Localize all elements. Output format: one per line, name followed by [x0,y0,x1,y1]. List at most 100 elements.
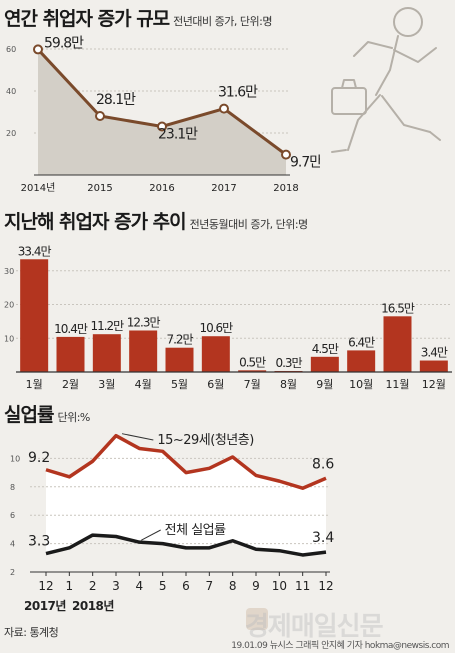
credit-note: 19.01.09 뉴시스 그래픽 안지혜 기자 hokma@newsis.com [231,641,449,651]
x-tick-label: 3월 [98,378,115,391]
x-tick-label: 8 [229,579,237,593]
section2-title: 지난해 취업자 증가 추이 전년동월대비 증가, 단위:명 [4,211,309,233]
y-tick-label: 40 [6,87,16,96]
end-label: 3.4 [312,530,334,546]
data-label: 23.1만 [158,126,198,142]
x-tick-label: 3 [112,579,120,593]
x-tick-label: 9 [252,579,260,593]
x-tick-label: 6월 [207,378,224,391]
bar [129,330,158,372]
data-label: 33.4만 [18,244,52,258]
runner-illustration [331,7,441,153]
start-label: 9.2 [28,450,50,466]
source-note: 자료: 통계청 [4,626,59,639]
data-point [219,103,229,114]
data-label: 7.2만 [166,333,193,347]
x-tick-label: 12 [318,579,333,593]
x-tick-label: 8월 [280,378,297,391]
data-label: 31.6만 [218,85,258,101]
x-tick-label: 9월 [316,378,333,391]
y-tick-label: 6 [10,511,15,520]
data-label: 16.5만 [381,301,415,315]
start-label: 3.3 [28,534,50,550]
x-tick-label: 2월 [62,378,79,391]
data-point [157,121,167,132]
data-point [33,44,43,55]
section3-subtitle: 단위:% [57,411,90,424]
bar [310,356,339,372]
x-tick-label: 1 [66,579,74,593]
x-tick-label: 4 [136,579,144,593]
section1-subtitle: 전년대비 증가, 단위:명 [173,15,272,28]
series-name-label: 전체 실업률 [165,523,226,538]
x-tick-label: 6 [182,579,190,593]
x-tick-label: 2014년 [21,182,56,194]
x-tick-label: 12월 [422,378,446,391]
y-tick-label: 60 [6,45,16,54]
bar [383,316,412,372]
data-point [95,110,105,121]
x-tick-label: 12 [38,579,53,593]
y-tick-label: 4 [10,540,15,549]
monthly-employment-chart: 10 20 30 33.4만 1월 10.4만 2월 11.2만 3월 12.3만 4월 7.2만 5월… [4,244,452,391]
x-tick-label: 2017 [211,183,236,194]
section1-title: 연간 취업자 증가 규모 전년대비 증가, 단위:명 [4,8,272,30]
area-fill [38,49,286,175]
x-tick-label: 1월 [26,378,43,391]
x-group-label: 2017년 [24,599,66,613]
data-label: 10.6만 [199,321,233,335]
bar [165,347,194,372]
x-tick-label: 7월 [244,378,261,391]
y-tick-label: 10 [10,454,20,463]
x-tick-label: 4월 [135,378,152,391]
end-label: 8.6 [312,456,334,472]
data-point [281,149,291,160]
y-tick-label: 30 [4,267,14,276]
series-line [45,433,327,490]
x-tick-label: 7 [206,579,214,593]
leader-line [141,529,161,541]
band-fill [46,435,326,555]
data-label: 3.4만 [421,346,448,360]
y-tick-label: 8 [10,483,15,492]
data-label: 4.5만 [312,342,339,356]
data-label: 0.5만 [239,355,266,369]
x-tick-label: 5 [159,579,167,593]
data-label: 59.8만 [44,35,84,51]
data-label: 10.4만 [54,322,88,336]
x-group-label: 2018년 [72,599,114,613]
annual-employment-chart: 20 40 60 59.8만 2014년 28.1만 2015 23.1만 2016 31.6만 2… [6,35,320,194]
leader-line [121,433,154,441]
data-label: 6.4만 [348,335,375,349]
y-tick-label: 20 [6,129,16,138]
bar [238,370,267,372]
data-label: 0.3만 [275,356,302,370]
bar [56,336,85,372]
section3-title: 실업률 단위:% [4,404,90,426]
x-tick-label: 10 [272,579,287,593]
data-label: 9.7만 [290,155,320,171]
x-tick-label: 2016 [149,183,174,194]
watermark-logo-icon [246,608,268,630]
y-tick-label: 2 [10,568,15,577]
x-tick-label: 2 [89,579,97,593]
bar [92,334,121,372]
x-tick-label: 10월 [349,378,373,391]
section2-subtitle: 전년동월대비 증가, 단위:명 [189,218,309,231]
x-tick-label: 2015 [87,183,112,194]
bar [347,350,376,372]
series-line [45,533,327,557]
data-label: 28.1만 [96,92,136,108]
bar [201,336,230,372]
y-tick-label: 20 [4,301,14,310]
x-tick-label: 11 [295,579,310,593]
y-tick-label: 10 [4,334,14,343]
bar [20,259,49,372]
bar [419,360,448,372]
watermark-text: 경제매일신문 [245,612,384,642]
data-label: 12.3만 [127,315,161,329]
x-tick-label: 2018 [273,183,298,194]
x-tick-label: 5월 [171,378,188,391]
data-label: 11.2만 [90,319,124,333]
series-name-label: 15~29세(청년층) [157,433,253,448]
